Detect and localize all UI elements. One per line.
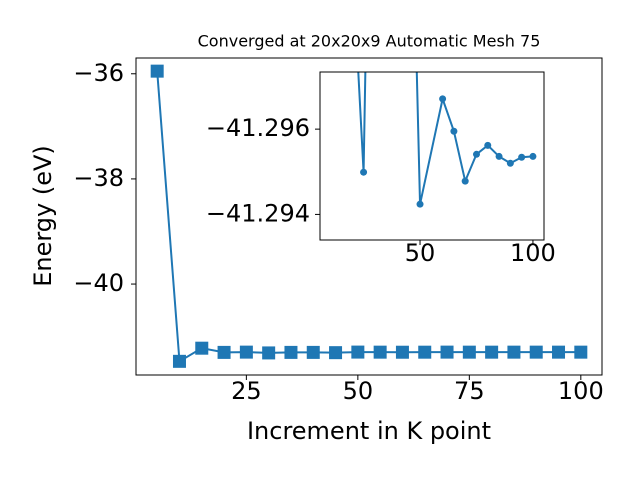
marker (416, 200, 424, 208)
y-tick-label: −38 (73, 164, 124, 192)
marker (529, 345, 543, 359)
axes-frame (319, 71, 545, 241)
plot-area (320, 72, 544, 240)
y-tick-label: −36 (73, 59, 124, 87)
marker (306, 345, 320, 359)
marker (439, 95, 447, 103)
marker (150, 64, 164, 78)
marker (284, 345, 298, 359)
marker (239, 345, 253, 359)
marker (518, 153, 526, 161)
marker (484, 141, 492, 149)
x-tick-label: 50 (405, 239, 436, 267)
x-axis-label: Increment in K point (247, 417, 491, 445)
marker (450, 127, 458, 135)
marker (440, 345, 454, 359)
marker (507, 345, 521, 359)
plot-layer (150, 64, 588, 368)
marker (485, 345, 499, 359)
marker (172, 354, 186, 368)
marker (360, 168, 368, 176)
x-tick-label: 100 (510, 239, 556, 267)
line (357, 72, 534, 205)
marker (262, 346, 276, 360)
marker (552, 345, 566, 359)
x-tick-label: 100 (558, 377, 604, 405)
marker (351, 345, 365, 359)
marker (495, 152, 503, 160)
marker (506, 159, 514, 167)
x-tick-label: 50 (343, 377, 374, 405)
marker (329, 346, 343, 360)
y-axis-label: Energy (eV) (29, 145, 57, 287)
y-tick-label: −41.294 (206, 199, 310, 227)
x-tick-label: 75 (454, 377, 485, 405)
marker (418, 345, 432, 359)
marker (195, 341, 209, 355)
y-tick-label: −40 (73, 269, 124, 297)
x-tick-label: 25 (231, 377, 262, 405)
chart-title: Converged at 20x20x9 Automatic Mesh 75 (198, 32, 541, 51)
marker (462, 345, 476, 359)
y-tick-label: −41.296 (206, 114, 310, 142)
marker (472, 150, 480, 158)
marker (529, 152, 537, 160)
marker (395, 345, 409, 359)
marker (373, 345, 387, 359)
axes-frame (135, 57, 603, 376)
marker (217, 345, 231, 359)
plot-layer (357, 72, 537, 208)
marker (574, 345, 588, 359)
marker (461, 177, 469, 185)
